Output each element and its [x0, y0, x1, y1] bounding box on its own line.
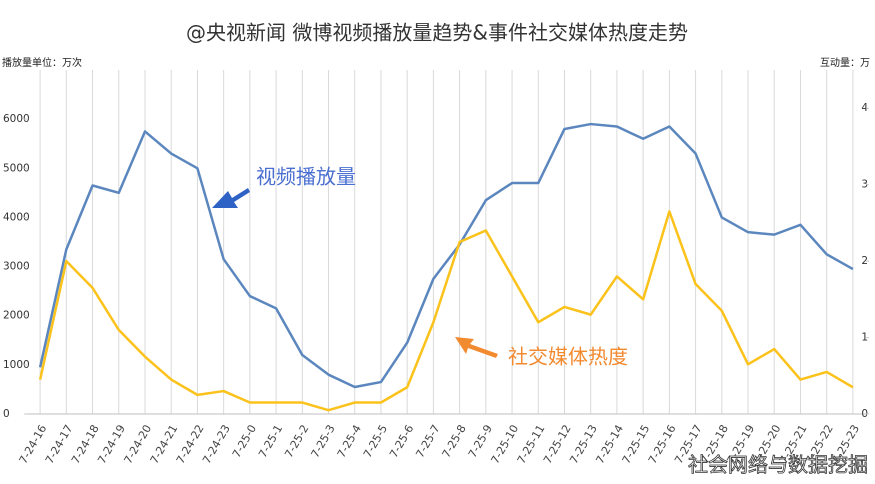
- x-tick-label: 7-25-7: [413, 423, 442, 461]
- x-tick-label: 7-25-2: [282, 423, 311, 461]
- x-tick-label: 7-25-4: [335, 423, 364, 461]
- x-tick-label: 7-25-0: [230, 423, 259, 461]
- x-tick-label: 7-25-1: [256, 423, 285, 461]
- y-tick-label: 5000: [3, 162, 30, 174]
- y-tick-label: 3000: [3, 261, 30, 273]
- y-tick-label: 0: [3, 408, 10, 420]
- series-line: [38, 122, 854, 389]
- y2-tick-label: 0: [861, 408, 868, 420]
- arrow: [455, 337, 498, 358]
- x-tick-label: 7-25-5: [361, 423, 390, 461]
- series-line: [38, 210, 854, 412]
- annotation: 社交媒体热度: [508, 345, 628, 369]
- watermark: 社会网络与数据挖掘: [688, 453, 868, 477]
- y-tick-label: 6000: [3, 113, 30, 125]
- annotation: 视频播放量: [256, 165, 356, 189]
- x-tick-label: 7-25-6: [387, 423, 416, 461]
- chart-title: @央视新闻 微博视频播放量趋势&事件社交媒体热度走势: [186, 21, 688, 45]
- y2-tick-label: 1: [861, 332, 868, 344]
- y-tick-label: 2000: [3, 310, 30, 322]
- y-tick-label: 1000: [3, 359, 30, 371]
- y2-tick-label: 3: [861, 179, 868, 191]
- x-tick-label: 7-25-8: [440, 423, 469, 461]
- arrow: [212, 188, 250, 208]
- x-tick-label: 7-25-3: [308, 423, 337, 461]
- y2-tick-label: 4: [861, 102, 868, 114]
- y2-axis-label: 互动量：万: [820, 57, 870, 69]
- y-axis-label: 播放量单位：万次: [2, 56, 82, 69]
- y2-tick-label: 2: [861, 255, 868, 267]
- y-tick-label: 4000: [3, 211, 30, 223]
